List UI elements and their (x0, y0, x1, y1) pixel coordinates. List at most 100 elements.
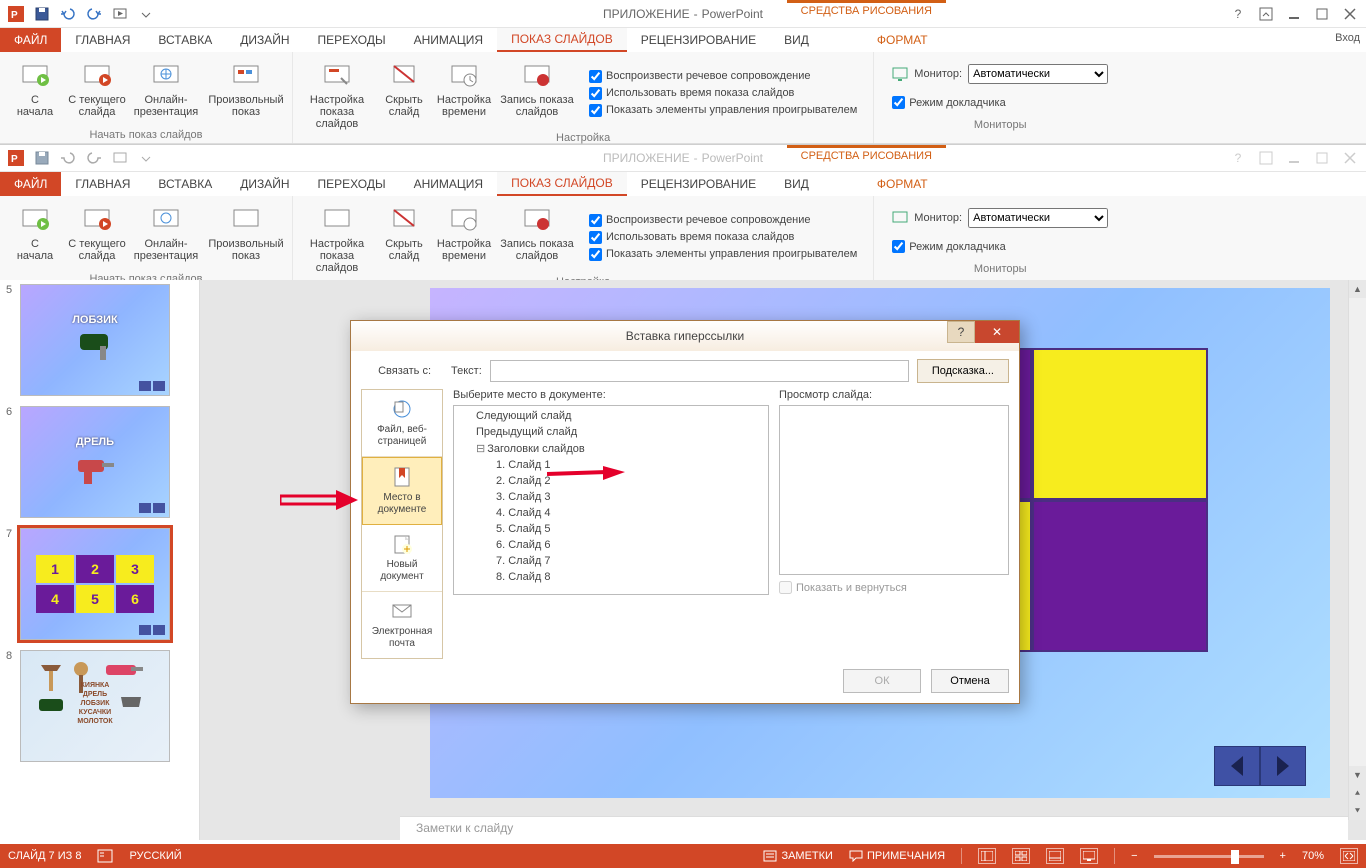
monitor-select[interactable]: Автоматически (968, 208, 1108, 228)
ribbon-options-icon[interactable] (1254, 4, 1278, 24)
spellcheck-icon[interactable] (97, 849, 113, 863)
tab-slideshow[interactable]: ПОКАЗ СЛАЙДОВ (497, 172, 627, 196)
tree-prev-slide[interactable]: Предыдущий слайд (454, 424, 768, 440)
prev-slide-button[interactable] (1214, 746, 1260, 786)
cb-controls[interactable]: Показать элементы управления проигрывате… (585, 102, 861, 119)
fit-to-window-icon[interactable] (1340, 848, 1358, 864)
setup-show-button[interactable]: Настройка показа слайдов (299, 56, 375, 130)
tab-view[interactable]: ВИД (770, 172, 823, 196)
thumbnail-8[interactable]: 8 КИЯНКА ДРЕЛЬ (6, 650, 193, 762)
document-tree[interactable]: Следующий слайд Предыдущий слайд ⊟Заголо… (453, 405, 769, 595)
maximize-icon[interactable] (1310, 4, 1334, 24)
monitor-select[interactable]: Автоматически (968, 64, 1108, 84)
minimize-icon[interactable] (1282, 4, 1306, 24)
rehearse-button[interactable]: Настройка времени (433, 200, 495, 274)
cancel-button[interactable]: Отмена (931, 669, 1009, 693)
dialog-help-icon[interactable]: ? (947, 321, 975, 343)
start-show-icon[interactable] (108, 3, 132, 25)
zoom-in-icon[interactable]: + (1280, 850, 1286, 862)
thumbnail-5[interactable]: 5 ЛОБЗИК (6, 284, 193, 396)
thumbnail-6[interactable]: 6 ДРЕЛЬ (6, 406, 193, 518)
normal-view-icon[interactable] (978, 848, 996, 864)
tab-animations[interactable]: АНИМАЦИЯ (400, 28, 497, 52)
ok-button[interactable]: ОК (843, 669, 921, 693)
ribbon-options-icon[interactable] (1254, 148, 1278, 168)
next-slide-button[interactable] (1260, 746, 1306, 786)
undo-icon[interactable] (56, 147, 80, 169)
tree-next-slide[interactable]: Следующий слайд (454, 408, 768, 424)
reading-view-icon[interactable] (1046, 848, 1064, 864)
tab-home[interactable]: ГЛАВНАЯ (61, 28, 144, 52)
help-icon[interactable]: ? (1226, 4, 1250, 24)
dialog-titlebar[interactable]: Вставка гиперссылки ? ✕ (351, 321, 1019, 351)
setup-show-button[interactable]: Настройка показа слайдов (299, 200, 375, 274)
linkto-email[interactable]: Электронная почта (362, 592, 442, 658)
tab-transitions[interactable]: ПЕРЕХОДЫ (304, 172, 400, 196)
redo-icon[interactable] (82, 3, 106, 25)
qat-dropdown-icon[interactable] (134, 3, 158, 25)
comments-button[interactable]: ПРИМЕЧАНИЯ (849, 850, 945, 862)
notes-placeholder[interactable]: Заметки к слайду (400, 816, 1348, 840)
hyperlink-text-input[interactable] (490, 360, 909, 382)
linkto-file[interactable]: Файл, веб- страницей (362, 390, 442, 457)
tree-slide-8[interactable]: 8. Слайд 8 (454, 569, 768, 585)
from-current-button[interactable]: С текущего слайда (68, 200, 126, 271)
save-icon[interactable] (30, 3, 54, 25)
tab-insert[interactable]: ВСТАВКА (144, 28, 226, 52)
cb-presenter-view[interactable]: Режим докладчика (888, 94, 1112, 111)
linkto-place[interactable]: Место в документе (362, 457, 442, 525)
tree-slide-6[interactable]: 6. Слайд 6 (454, 537, 768, 553)
zoom-value[interactable]: 70% (1302, 850, 1324, 862)
vertical-scrollbar[interactable]: ▲ ▼ ⯅ ⯆ (1348, 280, 1366, 820)
minimize-icon[interactable] (1282, 148, 1306, 168)
linkto-newdoc[interactable]: Новый документ (362, 525, 442, 592)
tab-view[interactable]: ВИД (770, 28, 823, 52)
present-online-button[interactable]: Онлайн- презентация (130, 200, 202, 271)
slide-counter[interactable]: СЛАЙД 7 ИЗ 8 (8, 850, 81, 862)
cb-narration[interactable]: Воспроизвести речевое сопровождение (585, 68, 861, 85)
language-indicator[interactable]: РУССКИЙ (129, 850, 181, 862)
tree-slide-5[interactable]: 5. Слайд 5 (454, 521, 768, 537)
tab-format[interactable]: ФОРМАТ (863, 172, 942, 196)
save-icon[interactable] (30, 147, 54, 169)
tab-review[interactable]: РЕЦЕНЗИРОВАНИЕ (627, 172, 770, 196)
dialog-close-icon[interactable]: ✕ (975, 321, 1019, 343)
tab-file[interactable]: ФАЙЛ (0, 172, 61, 196)
notes-button[interactable]: ЗАМЕТКИ (763, 850, 833, 862)
tab-home[interactable]: ГЛАВНАЯ (61, 172, 144, 196)
prev-slide-icon[interactable]: ⯅ (1349, 784, 1366, 802)
tab-insert[interactable]: ВСТАВКА (144, 172, 226, 196)
slide-thumbnail-pane[interactable]: 5 ЛОБЗИК 6 ДРЕЛЬ 7 1 2 3 4 (0, 280, 200, 840)
from-beginning-button[interactable]: С начала (6, 56, 64, 127)
grid-cell-6[interactable] (1032, 500, 1208, 652)
from-beginning-button[interactable]: С начала (6, 200, 64, 271)
login-link[interactable]: Вход (1335, 32, 1360, 44)
tab-design[interactable]: ДИЗАЙН (226, 28, 303, 52)
tab-design[interactable]: ДИЗАЙН (226, 172, 303, 196)
tab-review[interactable]: РЕЦЕНЗИРОВАНИЕ (627, 28, 770, 52)
scroll-down-icon[interactable]: ▼ (1349, 766, 1366, 784)
record-button[interactable]: Запись показа слайдов (499, 200, 575, 274)
tree-slide-7[interactable]: 7. Слайд 7 (454, 553, 768, 569)
screentip-button[interactable]: Подсказка... (917, 359, 1009, 383)
tree-slide-4[interactable]: 4. Слайд 4 (454, 505, 768, 521)
rehearse-button[interactable]: Настройка времени (433, 56, 495, 130)
tab-slideshow[interactable]: ПОКАЗ СЛАЙДОВ (497, 28, 627, 52)
tab-animations[interactable]: АНИМАЦИЯ (400, 172, 497, 196)
custom-show-button[interactable]: Произвольный показ (206, 200, 286, 271)
slideshow-view-icon[interactable] (1080, 848, 1098, 864)
start-show-icon[interactable] (108, 147, 132, 169)
undo-icon[interactable] (56, 3, 80, 25)
present-online-button[interactable]: Онлайн- презентация (130, 56, 202, 127)
from-current-button[interactable]: С текущего слайда (68, 56, 126, 127)
cb-narration[interactable]: Воспроизвести речевое сопровождение (585, 212, 861, 229)
next-slide-icon[interactable]: ⯆ (1349, 802, 1366, 820)
grid-cell-3[interactable] (1032, 348, 1208, 500)
close-icon[interactable] (1338, 148, 1362, 168)
tree-collapse-icon[interactable]: ⊟ (476, 443, 485, 455)
scroll-up-icon[interactable]: ▲ (1349, 280, 1366, 298)
tab-transitions[interactable]: ПЕРЕХОДЫ (304, 28, 400, 52)
redo-icon[interactable] (82, 147, 106, 169)
cb-controls[interactable]: Показать элементы управления проигрывате… (585, 246, 861, 263)
hide-slide-button[interactable]: Скрыть слайд (379, 56, 429, 130)
